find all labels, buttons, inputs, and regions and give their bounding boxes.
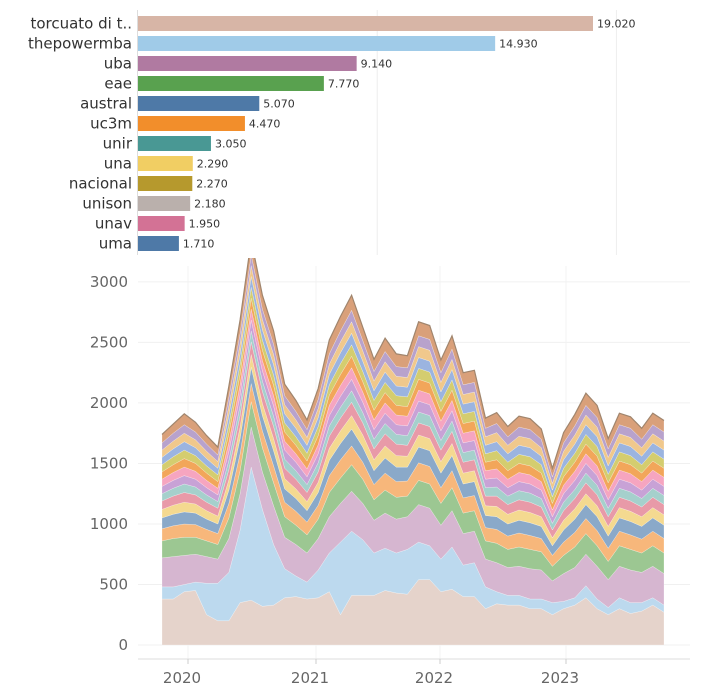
bar-value-label: 14.930 [499,38,538,51]
bar-value-label: 1.950 [189,218,221,231]
bar-category-label: uc3m [90,115,132,133]
bar-value-label: 2.180 [194,198,226,211]
bar-category-label: nacional [69,175,132,193]
y-tick-label: 2000 [90,394,128,412]
bar-value-label: 2.290 [197,158,229,171]
y-tick-label: 500 [99,575,128,593]
bar-category-label: unav [95,215,132,233]
bar-category-label: torcuato di t.. [30,15,132,33]
bar-category-label: austral [80,95,132,113]
bar [138,56,357,71]
bar-chart: torcuato di t.. 19.020 thepowermba 14.930 ub… [28,10,636,255]
bar [138,76,324,91]
y-tick-label: 1000 [90,515,128,533]
bar [138,36,496,51]
bar [138,136,211,151]
area-chart: 0 500 1000 1500 2000 2500 3000 2020 2021 2022 2023 [90,258,690,687]
bar-value-label: 3.050 [215,138,247,151]
bar-value-label: 5.070 [263,98,295,111]
bar [138,96,260,111]
bar-value-label: 7.770 [328,78,360,91]
y-tick-label: 1500 [90,454,128,472]
x-tick-label: 2021 [291,669,329,687]
area-top-outline [161,258,665,471]
y-tick-label: 0 [118,636,128,654]
x-tick-label: 2022 [415,669,453,687]
bar-value-label: 2.270 [196,178,228,191]
y-tick-label: 3000 [90,273,128,291]
x-tick-label: 2020 [163,669,201,687]
bar-value-label: 19.020 [597,18,636,31]
bar-category-label: uma [99,235,132,253]
bar [138,216,185,231]
bar [138,116,245,131]
bar-category-label: thepowermba [28,35,132,53]
bar-value-label: 1.710 [183,238,215,251]
bar-category-label: uba [104,55,132,73]
bar-value-label: 4.470 [249,118,281,131]
bar [138,176,193,191]
bar-category-label: eae [104,75,132,93]
bar [138,236,179,251]
bar [138,16,593,31]
bar-category-label: unir [103,135,133,153]
bar-value-label: 9.140 [361,58,393,71]
bar [138,196,191,211]
y-tick-label: 2500 [90,333,128,351]
bar-category-label: unison [82,195,132,213]
bar-category-label: una [104,155,132,173]
x-tick-label: 2023 [541,669,579,687]
bar [138,156,193,171]
